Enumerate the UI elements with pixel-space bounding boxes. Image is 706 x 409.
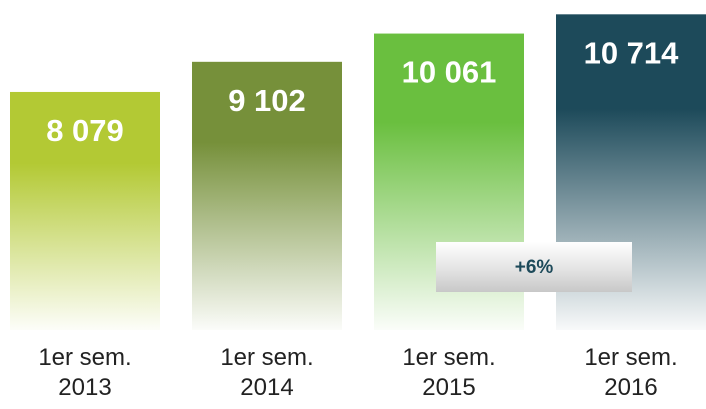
x-tick-label: 1er sem. 2014 [220,344,313,401]
value-label: 10 714 [584,36,680,71]
annotation: +6% [515,257,554,278]
bar [10,91,160,330]
bar [192,61,342,330]
x-tick-label: 1er sem. 2016 [584,344,677,401]
annotation-box [436,242,632,292]
x-tick-label: 1er sem. 2015 [402,344,495,401]
x-tick-label: 1er sem. 2013 [38,344,131,401]
value-label: 9 102 [228,83,306,118]
value-label: 8 079 [46,113,124,148]
value-label: 10 061 [402,55,497,90]
